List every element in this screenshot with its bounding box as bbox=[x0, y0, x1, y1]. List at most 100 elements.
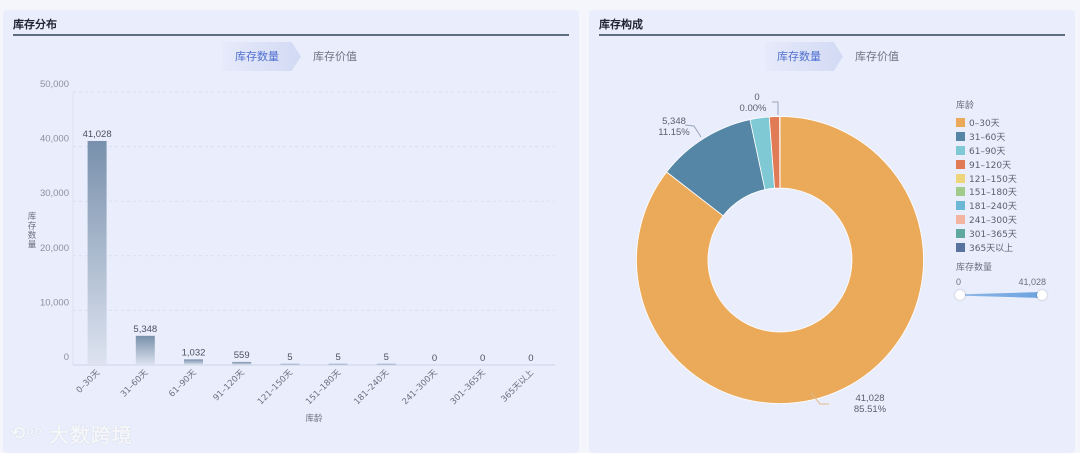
x-axis-title: 库龄 bbox=[305, 413, 323, 424]
bar[interactable] bbox=[87, 140, 107, 365]
legend-swatch-icon bbox=[956, 228, 965, 238]
legend-item[interactable]: 365天以上 bbox=[956, 240, 1017, 254]
x-tick-label: 241–300天 bbox=[401, 368, 440, 407]
y-tick-label: 50,000 bbox=[40, 79, 69, 90]
metric-tabs: 库存数量 库存价值 bbox=[765, 42, 911, 71]
legend-label: 151–180天 bbox=[969, 188, 1017, 199]
slice-percent-label: 85.51% bbox=[854, 404, 887, 415]
watermark-text: 大数跨境 bbox=[48, 423, 133, 447]
x-tick-label: 151–180天 bbox=[304, 368, 343, 407]
bar[interactable] bbox=[184, 359, 203, 365]
bar-value-label: 0 bbox=[432, 353, 437, 364]
y-tick-label: 40,000 bbox=[40, 134, 69, 145]
y-axis-title: 库 bbox=[28, 211, 37, 222]
legend-item[interactable]: 121–150天 bbox=[956, 171, 1017, 185]
bar-value-label: 5 bbox=[335, 352, 340, 363]
legend-swatch-icon bbox=[956, 118, 965, 128]
title-divider bbox=[599, 34, 1065, 36]
legend-label: 241–300天 bbox=[969, 215, 1017, 226]
watermark: ⟲ᵒᵒ 大数跨境 bbox=[10, 419, 133, 448]
legend-swatch-icon bbox=[956, 159, 965, 169]
y-axis-title: 量 bbox=[28, 241, 37, 251]
legend-label: 61–90天 bbox=[969, 146, 1006, 157]
title-divider bbox=[13, 34, 569, 36]
x-tick-label: 121–150天 bbox=[256, 368, 295, 407]
x-tick-label: 365天以上 bbox=[499, 368, 536, 405]
legend-swatch-icon bbox=[956, 214, 965, 224]
panel-title: 库存分布 bbox=[13, 18, 57, 31]
bar-value-label: 0 bbox=[480, 353, 485, 364]
visual-map-slider[interactable] bbox=[955, 290, 1047, 300]
visual-map-min: 0 bbox=[956, 277, 962, 287]
visual-map-max: 41,028 bbox=[1018, 277, 1046, 287]
bar-value-label: 41,028 bbox=[83, 129, 112, 140]
legend-label: 31–60天 bbox=[969, 133, 1006, 144]
tab-inventory-quantity[interactable]: 库存数量 bbox=[765, 42, 843, 71]
legend-title: 库龄 bbox=[956, 101, 975, 111]
inventory-composition-panel: 库存构成 库存数量 库存价值 41,028 85.51% 5,348 11.15% 0 0… bbox=[589, 10, 1075, 453]
legend-item[interactable]: 181–240天 bbox=[956, 199, 1017, 213]
brand-logo-icon: ⟲ᵒᵒ bbox=[10, 423, 43, 443]
tab-inventory-value[interactable]: 库存价值 bbox=[313, 50, 357, 63]
y-axis-title: 数 bbox=[28, 230, 37, 241]
tab-inventory-quantity[interactable]: 库存数量 bbox=[223, 42, 301, 71]
label-leader-line bbox=[772, 101, 779, 115]
legend-label: 301–365天 bbox=[969, 229, 1017, 240]
legend-label: 121–150天 bbox=[969, 174, 1017, 185]
visual-map: 库存数量 0 41,028 bbox=[955, 260, 1047, 300]
legend-swatch-icon bbox=[956, 145, 965, 155]
legend-item[interactable]: 151–180天 bbox=[956, 185, 1017, 199]
donut-slice[interactable] bbox=[636, 116, 924, 404]
legend-item[interactable]: 0–30天 bbox=[956, 116, 1017, 130]
x-tick-label: 181–240天 bbox=[352, 368, 391, 407]
x-tick-label: 0–30天 bbox=[75, 368, 103, 396]
slice-value-label: 0 bbox=[754, 92, 759, 103]
x-tick-label: 31–60天 bbox=[119, 368, 151, 400]
bar-value-label: 5 bbox=[287, 352, 292, 363]
y-tick-label: 30,000 bbox=[40, 188, 69, 199]
label-leader-line bbox=[810, 392, 829, 405]
x-tick-label: 301–365天 bbox=[449, 368, 488, 407]
legend-item[interactable]: 61–90天 bbox=[956, 144, 1017, 158]
y-tick-label: 20,000 bbox=[40, 243, 69, 254]
slice-percent-label: 11.15% bbox=[658, 127, 690, 138]
slice-percent-label: 0.00% bbox=[740, 103, 767, 114]
y-tick-label: 10,000 bbox=[40, 297, 69, 308]
legend-label: 91–120天 bbox=[969, 160, 1012, 171]
bar[interactable] bbox=[280, 363, 300, 365]
legend-item[interactable]: 91–120天 bbox=[956, 157, 1017, 171]
bar-value-label: 559 bbox=[234, 350, 250, 361]
bar-value-label: 0 bbox=[528, 353, 533, 364]
bar[interactable] bbox=[328, 363, 348, 365]
x-tick-label: 61–90天 bbox=[167, 368, 199, 400]
chart-legend: 库龄 0–30天 31–60天 61–90天 91–120天 121–150天 151–1… bbox=[956, 98, 1017, 254]
legend-label: 181–240天 bbox=[969, 202, 1017, 213]
bar[interactable] bbox=[135, 335, 155, 365]
legend-swatch-icon bbox=[956, 201, 965, 211]
legend-label: 365天以上 bbox=[969, 243, 1014, 254]
slice-value-label: 5,348 bbox=[662, 116, 686, 127]
legend-item[interactable]: 31–60天 bbox=[956, 130, 1017, 144]
y-axis-title: 存 bbox=[28, 221, 37, 232]
inventory-distribution-panel: 库存分布 库存数量 库存价值 0 10,000 20,000 30,000 40,000… bbox=[3, 10, 579, 453]
legend-swatch-icon bbox=[956, 173, 965, 183]
legend-swatch-icon bbox=[956, 242, 965, 252]
visual-map-range-bar bbox=[960, 292, 1042, 298]
visual-map-min-handle[interactable] bbox=[955, 290, 965, 300]
legend-label: 0–30天 bbox=[969, 119, 1000, 130]
legend-swatch-icon bbox=[956, 187, 965, 197]
bar[interactable] bbox=[376, 363, 396, 365]
label-leader-line bbox=[684, 124, 702, 138]
bar[interactable] bbox=[232, 361, 252, 365]
tab-inventory-value[interactable]: 库存价值 bbox=[855, 50, 899, 63]
slice-value-label: 41,028 bbox=[855, 393, 884, 404]
bar-value-label: 5,348 bbox=[133, 324, 157, 335]
bar-chart: 0 10,000 20,000 30,000 40,000 50,000 库存数量 41,02… bbox=[28, 79, 555, 424]
panel-title: 库存构成 bbox=[599, 18, 643, 31]
legend-item[interactable]: 241–300天 bbox=[956, 213, 1017, 227]
metric-tabs: 库存数量 库存价值 bbox=[223, 42, 369, 71]
legend-item[interactable]: 301–365天 bbox=[956, 226, 1017, 240]
legend-swatch-icon bbox=[956, 132, 965, 142]
y-tick-label: 0 bbox=[64, 352, 69, 363]
visual-map-max-handle[interactable] bbox=[1037, 290, 1047, 300]
